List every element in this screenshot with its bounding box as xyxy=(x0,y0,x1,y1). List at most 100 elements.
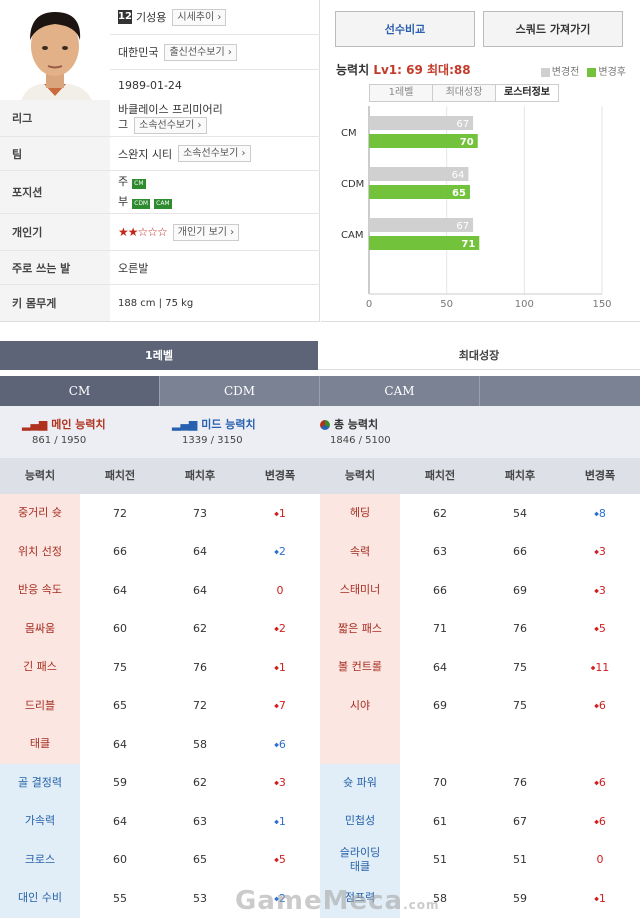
stat-delta: ◆2 xyxy=(240,545,320,558)
stat-before: 62 xyxy=(433,506,447,520)
increase-icon: ◆ xyxy=(594,625,599,633)
table-row: 긴 패스 75 76 ◆1 볼 컨트롤 64 75 ◆11 xyxy=(0,648,640,687)
stat-delta: ◆6 xyxy=(560,815,640,828)
stat-delta-value: 6 xyxy=(278,737,286,751)
category-label: CAM xyxy=(341,230,363,241)
decrease-icon: ◆ xyxy=(274,548,279,556)
stats-table-header: 능력치 패치전 패치후 변경폭 능력치 패치전 패치후 변경폭 xyxy=(0,458,640,494)
bar-after xyxy=(369,134,478,148)
chevron-right-icon: › xyxy=(217,11,222,23)
bar-value-label: 70 xyxy=(460,137,474,148)
decrease-icon: ◆ xyxy=(594,510,599,518)
bar-value-label: 67 xyxy=(456,119,469,130)
header-delta: 변경폭 xyxy=(264,469,296,482)
table-row: 반응 속도 64 64 0 스태미너 66 69 ◆3 xyxy=(0,571,640,610)
ability-panel: 선수비교 스쿼드 가져가기 능력치 Lv1: 69 최대:88 변경전 변경후 … xyxy=(321,0,640,322)
stat-delta: ◆2 xyxy=(240,622,320,635)
stat-after: 64 xyxy=(193,583,207,597)
header-stat-2: 능력치 xyxy=(344,469,376,482)
position-tab-cdm[interactable]: CDM xyxy=(160,376,320,406)
decrease-icon: ◆ xyxy=(274,895,279,903)
mid-ability-value: 1339 / 3150 xyxy=(182,435,243,446)
market-trend-label: 시세추이 xyxy=(177,11,215,23)
total-ability-value: 1846 / 5100 xyxy=(330,435,391,446)
tab-max-growth-main[interactable]: 최대성장 xyxy=(318,341,640,370)
bar-before xyxy=(369,167,469,181)
nation-players-button[interactable]: 출신선수보기 › xyxy=(164,43,237,61)
stat-name: 대인 수비 xyxy=(0,879,80,918)
skill-view-button[interactable]: 개인기 보기 › xyxy=(172,223,240,241)
player-portrait-image xyxy=(0,0,110,107)
league-players-button[interactable]: 소속선수보기 › xyxy=(134,116,207,134)
table-row: 크로스 60 65 ◆5 슬라이딩 태클 51 51 0 xyxy=(0,840,640,879)
total-ability-title: 총 능력치 xyxy=(333,418,379,431)
position-tab-cm[interactable]: CM xyxy=(0,376,160,406)
increase-icon: ◆ xyxy=(590,664,596,672)
stat-before: 60 xyxy=(113,622,127,636)
stat-delta: ◆8 xyxy=(560,507,640,520)
stat-name: 중거리 슛 xyxy=(0,494,80,533)
mid-ability-summary: ▂▄▆ 미드 능력치 1339 / 3150 xyxy=(172,416,256,446)
increase-icon: ◆ xyxy=(274,625,279,633)
tab-level1[interactable]: 1레벨 xyxy=(370,85,433,101)
legend-after-swatch xyxy=(587,67,597,77)
skill-label: 개인기 xyxy=(0,214,110,250)
table-row: 가속력 64 63 ◆1 민첩성 61 67 ◆6 xyxy=(0,802,640,841)
chevron-right-icon: › xyxy=(227,46,232,58)
stat-before: 64 xyxy=(433,660,447,674)
stat-delta-value: 6 xyxy=(598,776,606,790)
main-ability-value: 861 / 1950 xyxy=(32,435,87,446)
stat-after: 58 xyxy=(193,737,207,751)
position-tab-empty xyxy=(480,376,640,406)
stat-after: 64 xyxy=(193,545,207,559)
stat-name: 골 결정력 xyxy=(0,763,80,802)
sub-position-badge-1: CDM xyxy=(132,199,151,209)
position-tab-cam[interactable]: CAM xyxy=(320,376,480,406)
stat-name: 짧은 패스 xyxy=(320,609,400,648)
market-trend-button[interactable]: 시세추이 › xyxy=(172,8,227,26)
stat-delta-value: 2 xyxy=(278,545,286,559)
main-ability-icon: ▂▄▆ xyxy=(22,418,48,431)
stat-before: 65 xyxy=(113,699,127,713)
stat-delta-value: 1 xyxy=(598,891,606,905)
team-players-button[interactable]: 소속선수보기 › xyxy=(178,145,251,162)
stat-before: 58 xyxy=(433,891,447,905)
player-name: 기성용 xyxy=(136,11,167,24)
stat-name: 몸싸움 xyxy=(0,609,80,648)
tab-level1-main[interactable]: 1레벨 xyxy=(0,341,318,370)
main-ability-title: 메인 능력치 xyxy=(51,418,106,431)
position-tabs: CM CDM CAM xyxy=(0,376,640,406)
table-row: 위치 선정 66 64 ◆2 속력 63 66 ◆3 xyxy=(0,532,640,571)
stat-name: 태클 xyxy=(0,725,80,764)
stat-delta-value: 11 xyxy=(595,660,610,674)
stat-delta: ◆11 xyxy=(560,661,640,674)
tab-roster-info[interactable]: 로스터정보 xyxy=(496,85,558,101)
skill-row: 개인기 ★★☆☆☆ 개인기 보기 › xyxy=(0,214,320,251)
stat-delta: ◆6 xyxy=(560,776,640,789)
stat-name: 긴 패스 xyxy=(0,648,80,687)
header-before-2: 패치전 xyxy=(424,469,456,482)
stat-after: 72 xyxy=(193,699,207,713)
stat-before: 71 xyxy=(433,622,447,636)
stat-after: 51 xyxy=(513,853,527,867)
stat-before: 55 xyxy=(113,891,127,905)
decrease-icon: ◆ xyxy=(274,818,279,826)
increase-icon: ◆ xyxy=(594,702,599,710)
stat-delta: ◆1 xyxy=(240,507,320,520)
stat-before: 64 xyxy=(113,737,127,751)
compare-button[interactable]: 선수비교 xyxy=(335,11,475,47)
team-row: 팀 스완지 시티 소속선수보기 › xyxy=(0,137,320,171)
ability-max: 최대:88 xyxy=(427,63,471,77)
tab-max-growth[interactable]: 최대성장 xyxy=(433,85,496,101)
stat-before: 72 xyxy=(113,506,127,520)
stat-after: 75 xyxy=(513,660,527,674)
stat-name: 슛 파워 xyxy=(320,763,400,802)
name-row: 12 기성용 시세추이 › xyxy=(110,0,320,35)
stat-name: 점프력 xyxy=(320,879,400,918)
stat-after: 76 xyxy=(513,776,527,790)
x-tick-label: 150 xyxy=(592,299,611,310)
squad-button[interactable]: 스쿼드 가져가기 xyxy=(483,11,623,47)
header-before: 패치전 xyxy=(104,469,136,482)
stat-after: 54 xyxy=(513,506,527,520)
league-value-line1: 바클레이스 프리미어리 xyxy=(118,102,223,116)
